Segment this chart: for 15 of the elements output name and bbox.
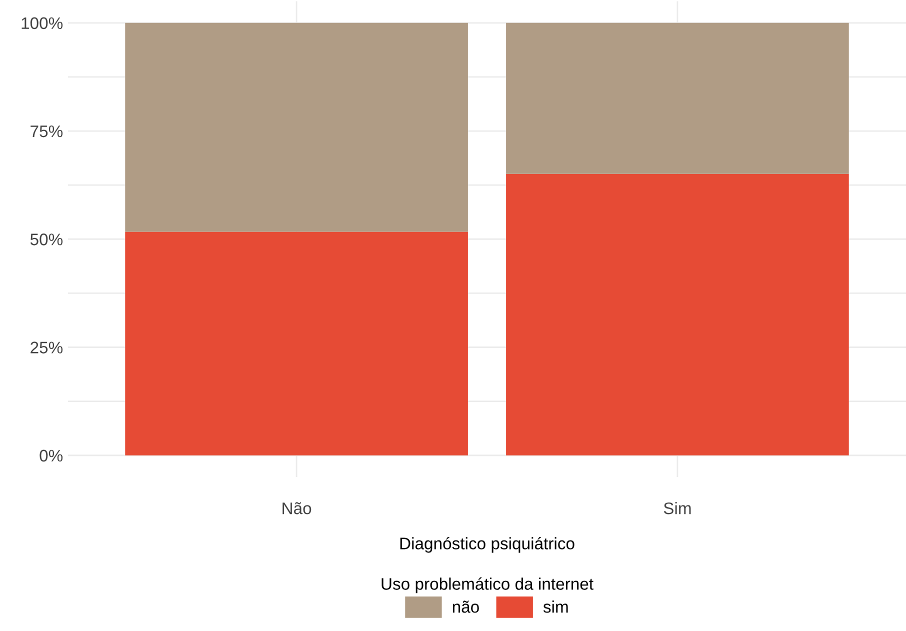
bar [125,22,468,232]
y-tick-label: 25% [30,342,63,354]
bar [125,232,468,456]
y-tick-label: 0% [40,450,63,462]
y-tick-label: 75% [30,125,63,138]
x-axis-title: Diagnóstico psiquiátrico [400,536,574,553]
legend-title: Uso problemático da internet [382,577,594,594]
x-tick-label: Sim [664,502,691,514]
x-tick-label: Não [282,502,312,514]
bar [506,22,849,174]
y-tick-label: 50% [30,234,63,246]
y-tick-label: 100% [22,17,63,30]
bar [506,174,849,456]
legend-label: sim [543,600,568,613]
legend-label: não [452,600,479,613]
